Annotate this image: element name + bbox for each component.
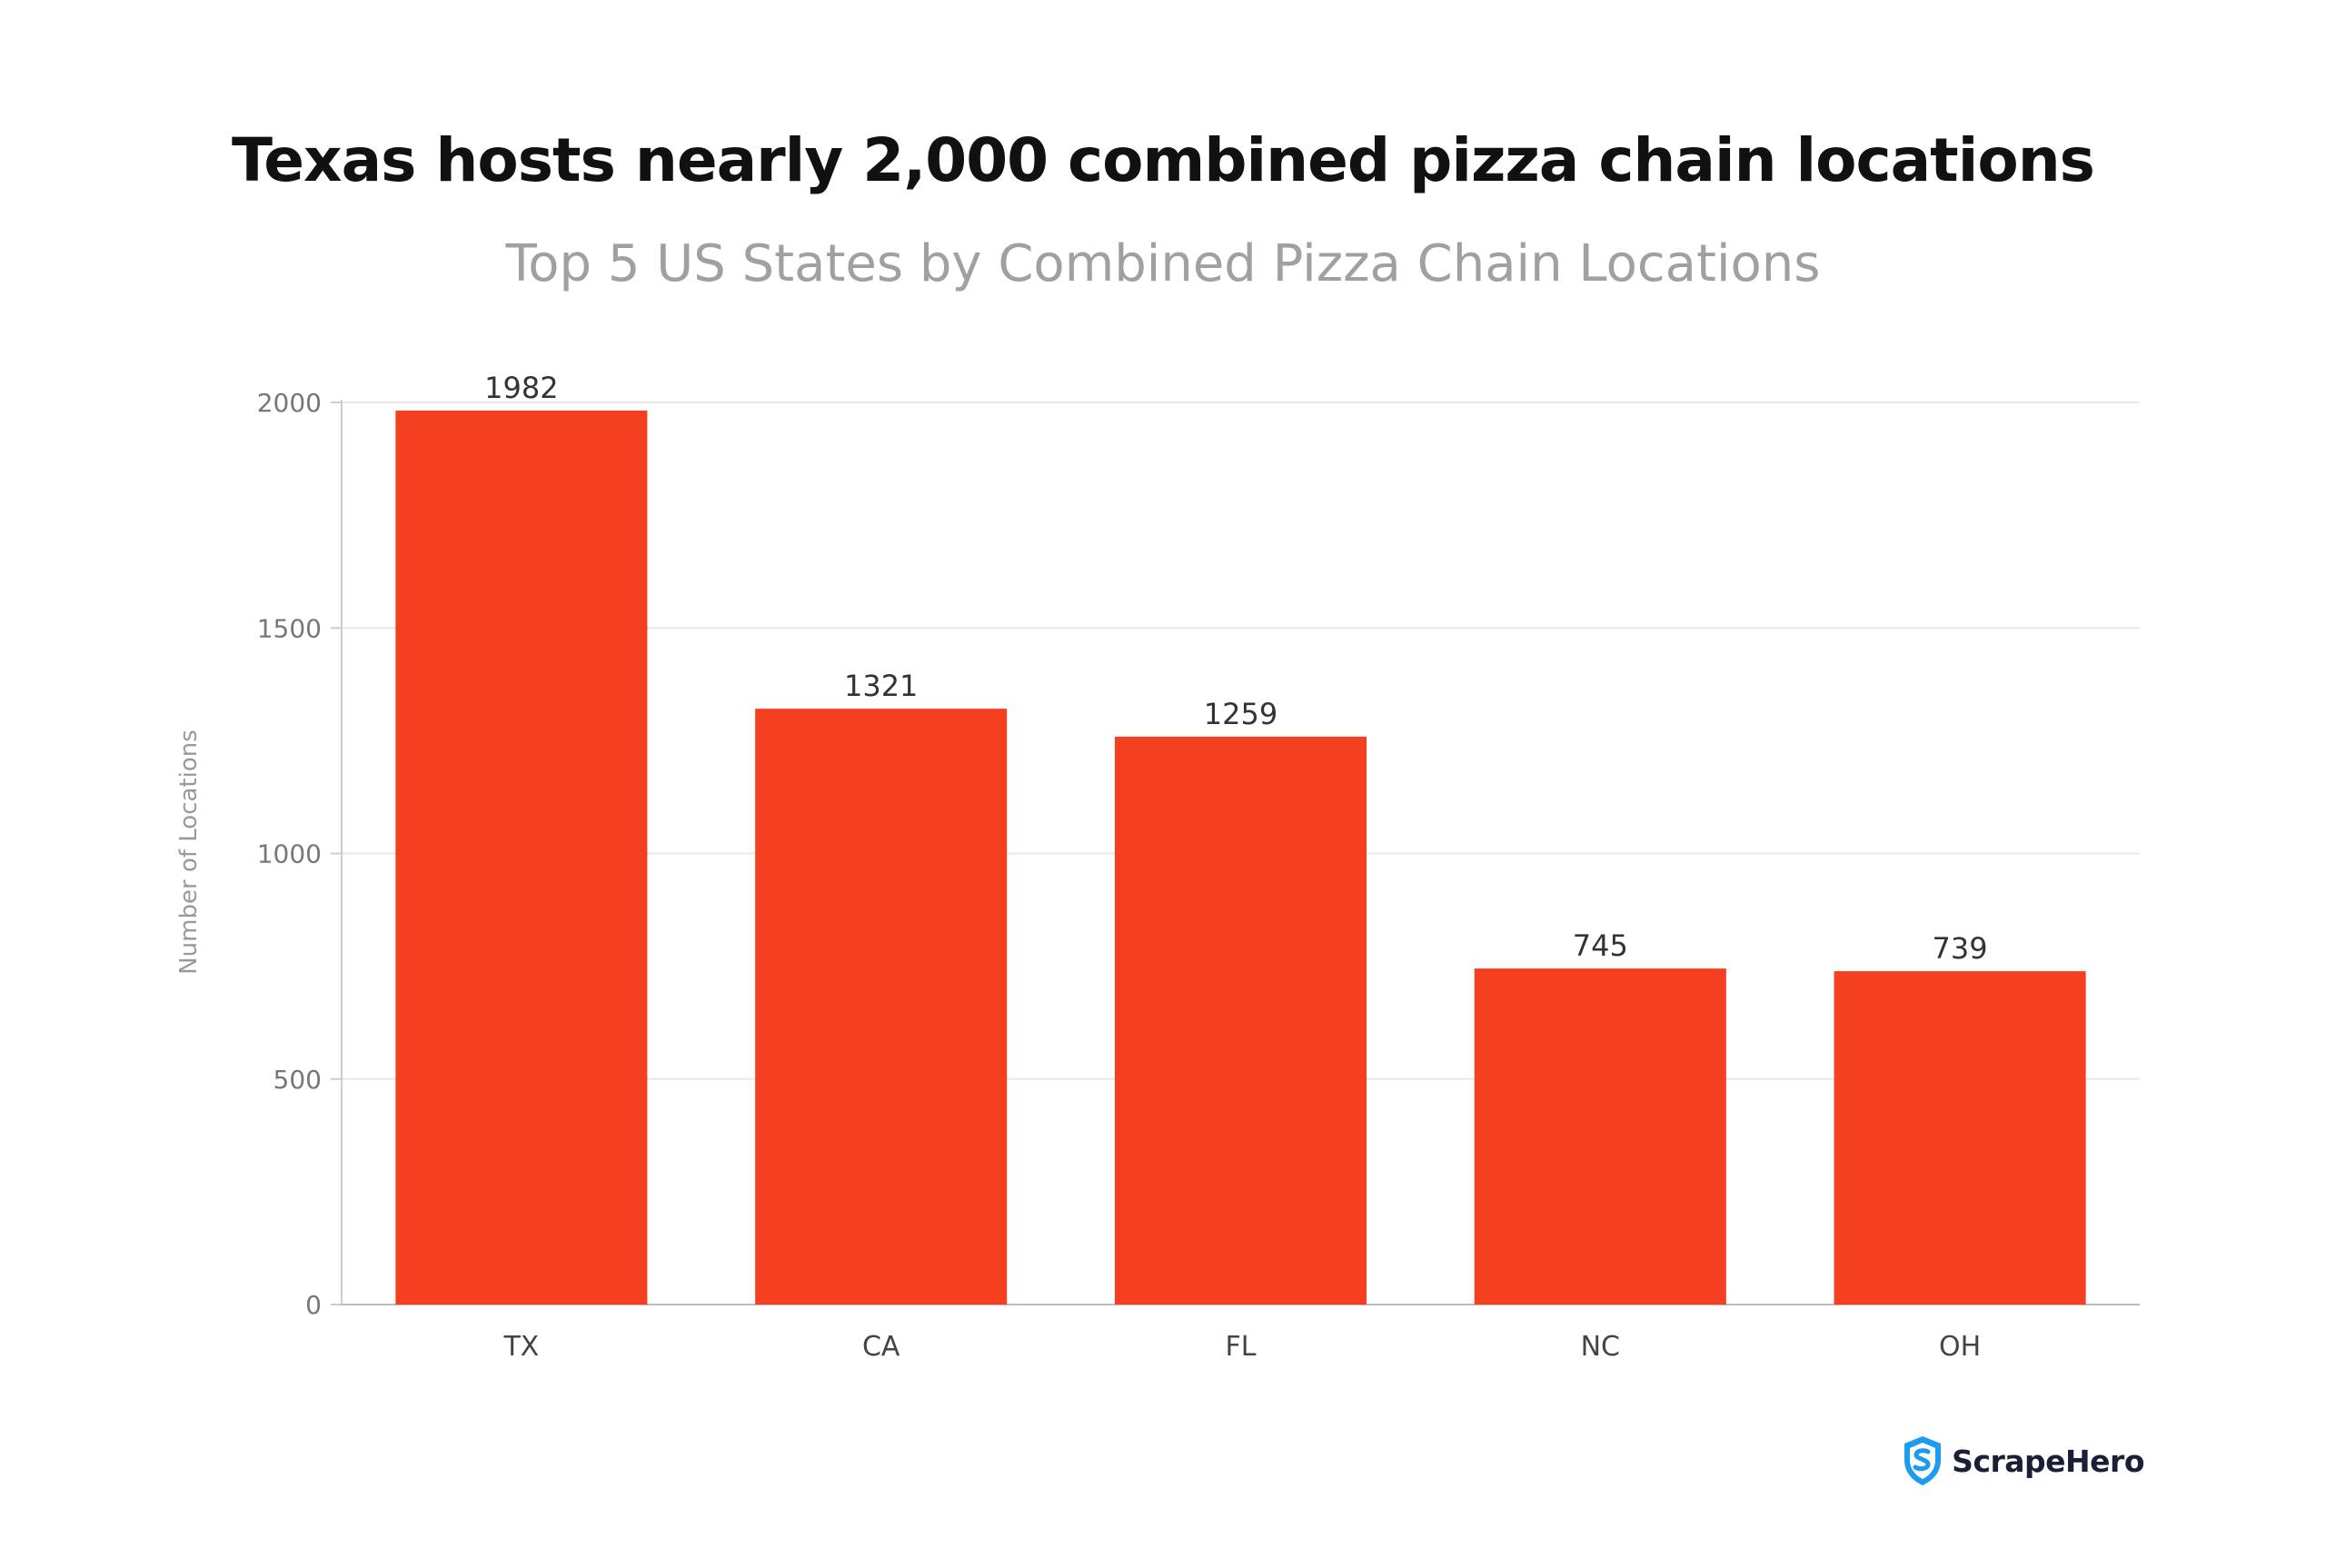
y-tick-labels: 0 500 1000 1500 2000	[257, 388, 322, 1320]
x-tick-label: NC	[1581, 1331, 1620, 1363]
bar-tx	[395, 410, 648, 1305]
shield-logo-icon	[1904, 1436, 1942, 1485]
value-label: 1259	[1204, 697, 1277, 731]
y-tick-label: 1000	[257, 839, 322, 869]
value-labels: 1982 1321 1259 745 739	[484, 371, 1987, 966]
chart-title: Texas hosts nearly 2,000 combined pizza …	[232, 125, 2095, 195]
bar-nc	[1474, 968, 1726, 1305]
brand-logo: ScrapeHero	[1901, 1434, 2144, 1488]
bars	[395, 410, 2086, 1305]
value-label: 1321	[844, 669, 918, 703]
x-tick-label: OH	[1939, 1331, 1981, 1363]
x-tick-label: CA	[862, 1331, 900, 1363]
brand-name: ScrapeHero	[1952, 1443, 2144, 1479]
bar-ca	[755, 709, 1008, 1305]
x-tick-label: FL	[1226, 1331, 1257, 1363]
value-label: 1982	[484, 371, 558, 405]
value-label: 745	[1573, 928, 1628, 963]
y-tick-label: 500	[273, 1065, 322, 1095]
bar-oh	[1834, 971, 2086, 1305]
value-label: 739	[1933, 931, 1988, 966]
y-tick-label: 2000	[257, 388, 322, 418]
y-axis-title: Number of Locations	[175, 729, 203, 975]
y-tick-label: 1500	[257, 613, 322, 643]
bar-fl	[1114, 736, 1367, 1305]
x-tick-label: TX	[502, 1331, 539, 1363]
chart-subtitle: Top 5 US States by Combined Pizza Chain …	[505, 234, 1821, 293]
y-tick-label: 0	[305, 1290, 322, 1320]
category-labels: TX CA FL NC OH	[502, 1331, 1981, 1363]
